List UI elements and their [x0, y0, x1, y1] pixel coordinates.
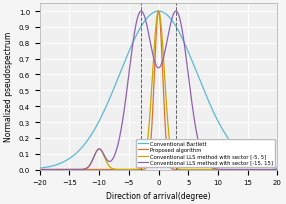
- Conventional LLS method with sector [-5, 5]: [50, 169, 53, 171]
- Conventional LLS method with sector [-15, 15]: [140, 11, 143, 13]
- Conventional Bartlett: [124, 59, 128, 61]
- Conventional LLS method with sector [-5, 5]: [38, 169, 41, 171]
- Y-axis label: Normalized pseudospectrum: Normalized pseudospectrum: [4, 32, 13, 142]
- Conventional LLS method with sector [-15, 15]: [50, 169, 53, 171]
- Conventional LLS method with sector [-5, 5]: [179, 168, 182, 171]
- Proposed algorithm: [157, 11, 160, 13]
- Conventional LLS method with sector [-15, 15]: [179, 21, 182, 23]
- Conventional LLS method with sector [-15, 15]: [276, 169, 279, 171]
- Proposed algorithm: [50, 169, 53, 171]
- Conventional LLS method with sector [-15, 15]: [227, 169, 230, 171]
- Conventional Bartlett: [157, 11, 160, 13]
- Conventional LLS method with sector [-5, 5]: [214, 169, 218, 171]
- Conventional LLS method with sector [-15, 15]: [124, 98, 128, 100]
- Line: Conventional LLS method with sector [-15, 15]: Conventional LLS method with sector [-15…: [40, 12, 277, 170]
- Conventional Bartlett: [214, 116, 218, 119]
- Conventional Bartlett: [227, 138, 230, 141]
- Line: Conventional Bartlett: Conventional Bartlett: [40, 12, 277, 168]
- Proposed algorithm: [189, 169, 192, 171]
- Conventional Bartlett: [189, 57, 192, 60]
- Proposed algorithm: [38, 169, 41, 171]
- Conventional Bartlett: [50, 165, 53, 167]
- Proposed algorithm: [227, 169, 230, 171]
- Proposed algorithm: [124, 169, 128, 171]
- Conventional LLS method with sector [-5, 5]: [276, 169, 279, 171]
- Conventional LLS method with sector [-15, 15]: [189, 93, 192, 96]
- X-axis label: Direction of arrival(degree): Direction of arrival(degree): [106, 191, 211, 200]
- Proposed algorithm: [179, 169, 182, 171]
- Conventional Bartlett: [179, 34, 182, 37]
- Conventional Bartlett: [276, 167, 279, 170]
- Conventional Bartlett: [38, 167, 41, 170]
- Conventional LLS method with sector [-5, 5]: [227, 169, 230, 171]
- Conventional LLS method with sector [-5, 5]: [124, 169, 128, 171]
- Conventional LLS method with sector [-5, 5]: [189, 169, 192, 171]
- Conventional LLS method with sector [-15, 15]: [214, 168, 218, 170]
- Conventional LLS method with sector [-15, 15]: [38, 169, 41, 171]
- Conventional LLS method with sector [-5, 5]: [157, 11, 160, 13]
- Proposed algorithm: [214, 169, 218, 171]
- Line: Conventional LLS method with sector [-5, 5]: Conventional LLS method with sector [-5,…: [40, 12, 277, 170]
- Proposed algorithm: [276, 169, 279, 171]
- Legend: Conventional Bartlett, Proposed algorithm, Conventional LLS method with sector [: Conventional Bartlett, Proposed algorith…: [136, 139, 275, 167]
- Line: Proposed algorithm: Proposed algorithm: [40, 12, 277, 170]
